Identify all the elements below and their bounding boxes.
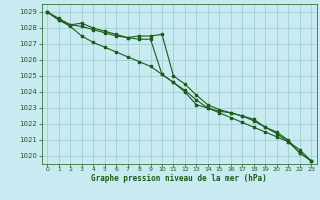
X-axis label: Graphe pression niveau de la mer (hPa): Graphe pression niveau de la mer (hPa) [91, 174, 267, 183]
